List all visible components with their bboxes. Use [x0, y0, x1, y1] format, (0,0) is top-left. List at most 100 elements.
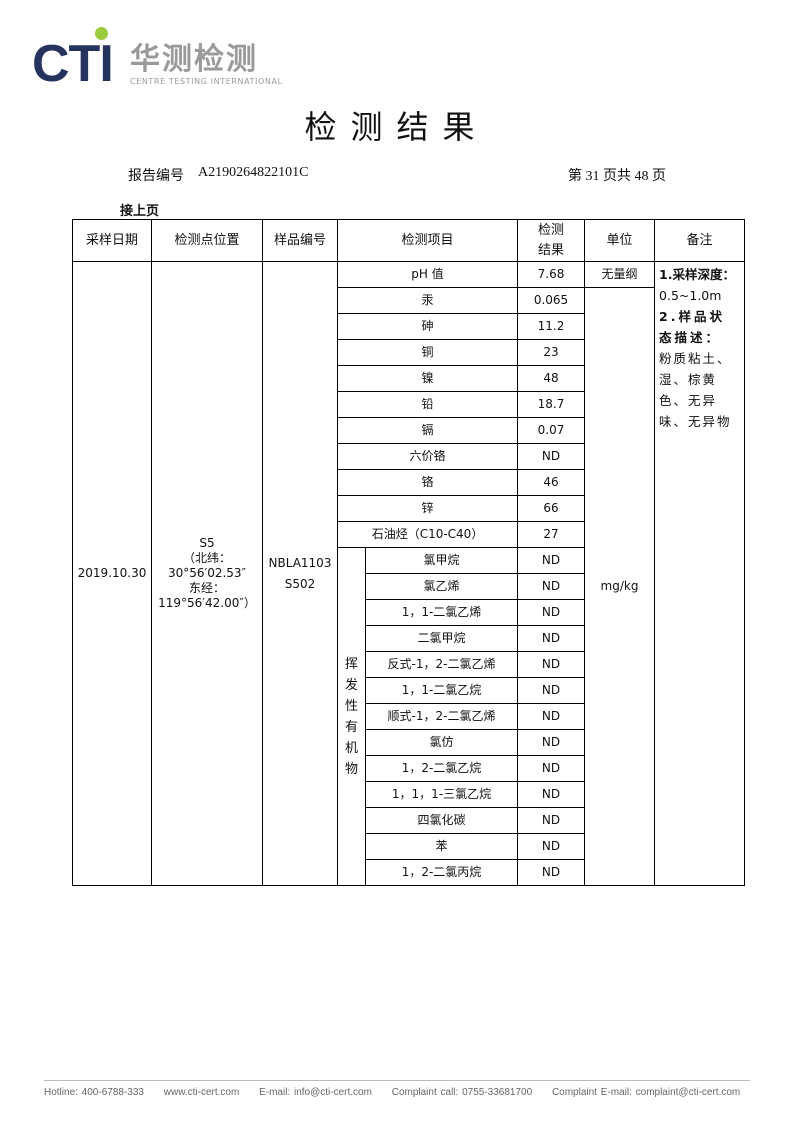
test-item: 镍 [336, 365, 519, 392]
test-result: ND [517, 547, 586, 574]
test-result: 7.68 [517, 261, 586, 288]
logo-dot [95, 27, 108, 40]
footer-complaint-email[interactable]: Complaint E-mail: complaint@cti-cert.com [551, 1087, 741, 1098]
table-row: 氯仿 ND [73, 729, 745, 756]
test-item: 铅 [336, 391, 519, 418]
location: S5 （北纬： 30°56′02.53″ 东经： 119°56′42.00″） [151, 261, 263, 886]
test-result: ND [517, 755, 586, 782]
table-row: 二氯甲烷 ND [73, 625, 745, 652]
test-result: ND [517, 651, 586, 678]
location-line: 119°56′42.00″） [158, 596, 256, 610]
table-row: 六价铬 ND [73, 443, 745, 470]
test-item: 1，2-二氯乙烷 [364, 755, 519, 782]
test-result: 66 [517, 495, 586, 522]
test-result: ND [517, 573, 586, 600]
unit-cell: 无量纲 [584, 261, 656, 288]
test-item: 苯 [364, 833, 519, 860]
test-item: 氯乙烯 [364, 573, 519, 600]
header-cell: 检测项目 [336, 219, 519, 262]
footer-email[interactable]: E-mail: info@cti-cert.com [259, 1087, 372, 1098]
test-result: 0.065 [517, 287, 586, 314]
test-item: 四氯化碳 [364, 807, 519, 834]
test-result: ND [517, 703, 586, 730]
test-item: 二氯甲烷 [364, 625, 519, 652]
test-result: 11.2 [517, 313, 586, 340]
header-row: 采样日期 检测点位置 样品编号 检测项目 检测结果 单位 备注 [72, 219, 746, 262]
page-title: 检测结果 [304, 108, 489, 146]
test-item: 1，2-二氯丙烷 [364, 859, 519, 886]
remark-state-label: 2.样品状态描述： [659, 309, 725, 345]
sample-id: NBLA1103 S502 [262, 261, 338, 886]
test-result: ND [517, 807, 586, 834]
footer: Hotline: 400-6788-333 www.cti-cert.com E… [44, 1087, 756, 1098]
footer-divider [44, 1080, 750, 1081]
table-row: 1，2-二氯乙烷 ND [73, 755, 745, 782]
test-result: 18.7 [517, 391, 586, 418]
test-result: 48 [517, 365, 586, 392]
table-row: 砷 11.2 [73, 313, 745, 340]
table-row: 挥发性有机物 氯甲烷 ND [73, 547, 745, 886]
test-item: 1，1-二氯乙烷 [364, 677, 519, 704]
test-item: pH 值 [336, 261, 519, 288]
table-row: 2019.10.30 S5 （北纬： 30°56′02.53″ 东经： 119°56′42… [72, 261, 746, 886]
test-item: 砷 [336, 313, 519, 340]
test-item: 铬 [336, 469, 519, 496]
test-item: 镉 [336, 417, 519, 444]
header-cell: 样品编号 [262, 219, 338, 262]
continued-label: 接上页 [120, 204, 160, 219]
logo-cn: 华测检测 [130, 42, 258, 77]
test-result: 27 [517, 521, 586, 548]
test-item: 锌 [336, 495, 519, 522]
logo-en: CENTRE TESTING INTERNATIONAL [130, 77, 283, 86]
remark-depth-label: 1.采样深度： [659, 267, 735, 282]
test-result: 46 [517, 469, 586, 496]
table-row: 铅 18.7 [73, 391, 745, 418]
remark-depth: 0.5~1.0m [659, 288, 722, 303]
test-result: 23 [517, 339, 586, 366]
unit-cell: mg/kg [584, 287, 656, 886]
header-cell: 单位 [584, 219, 656, 262]
sampling-date: 2019.10.30 [72, 261, 152, 886]
footer-complaint-call: Complaint call: 0755-33681700 [391, 1087, 533, 1098]
table-row: 1，1，1-三氯乙烷 ND [73, 781, 745, 808]
header-cell: 检测结果 [517, 219, 586, 262]
header-cell: 备注 [654, 219, 746, 262]
location-line: 30°56′02.53″ [167, 566, 247, 580]
logo-brand: CTI [32, 35, 114, 93]
test-result: ND [517, 859, 586, 886]
location-line: 东经： [188, 581, 225, 595]
sample-id-line: NBLA1103 [268, 555, 332, 570]
results-table: 采样日期 检测点位置 样品编号 检测项目 检测结果 单位 备注 2019.10.… [72, 219, 746, 886]
table-row: 四氯化碳 ND [73, 807, 745, 834]
test-result: 0.07 [517, 417, 586, 444]
test-result: ND [517, 833, 586, 860]
test-item: 汞 [336, 287, 519, 314]
header-cell: 采样日期 [72, 219, 152, 262]
test-item: 反式-1，2-二氯乙烯 [364, 651, 519, 678]
test-result: ND [517, 781, 586, 808]
voc-group-label: 挥发性有机物 [337, 547, 366, 886]
test-item: 1，1，1-三氯乙烷 [364, 781, 519, 808]
test-item: 氯仿 [364, 729, 519, 756]
header-cell: 检测点位置 [151, 219, 263, 262]
remark-cell: 1.采样深度： 0.5~1.0m 2.样品状态描述： 粉质粘土、湿、棕黄色、无异味、无… [654, 261, 746, 886]
footer-hotline: Hotline: 400-6788-333 [44, 1087, 144, 1098]
location-line: S5 [199, 536, 215, 550]
report-label: 报告编号 [128, 169, 184, 184]
table-row: 1，1-二氯乙烯 ND [73, 599, 745, 626]
location-line: （北纬： [182, 551, 231, 565]
test-result: ND [517, 599, 586, 626]
footer-website[interactable]: www.cti-cert.com [163, 1087, 240, 1098]
table-row: 氯乙烯 ND [73, 573, 745, 600]
table-row: 汞 0.065 mg/kg [73, 287, 745, 886]
table-row: 1，1-二氯乙烷 ND [73, 677, 745, 704]
test-item: 石油烃（C10-C40） [336, 521, 519, 548]
test-item: 氯甲烷 [364, 547, 519, 574]
table-row: 铬 46 [73, 469, 745, 496]
table-row: 石油烃（C10-C40） 27 [73, 521, 745, 548]
test-result: ND [517, 677, 586, 704]
table-row: 1，2-二氯丙烷 ND [73, 859, 745, 886]
test-item: 铜 [336, 339, 519, 366]
sample-id-line: S502 [284, 576, 316, 591]
